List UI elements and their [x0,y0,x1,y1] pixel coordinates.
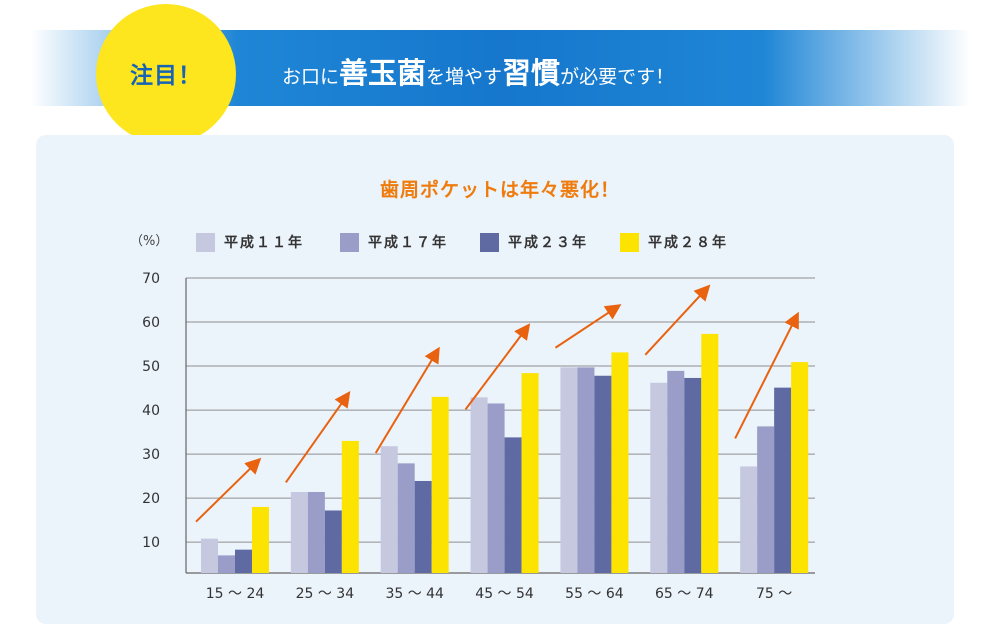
bar-平成１７年-15 ～ 24 [218,555,235,573]
legend-label: 平成１１年 [224,235,304,251]
trend-arrow [464,323,531,410]
attention-badge [96,4,236,144]
chart-title: 歯周ポケットは年々悪化！ [379,179,620,201]
bar-平成１７年-35 ～ 44 [397,463,415,573]
headline-text: お口に 善玉菌 を増やす 習慣 が必要です！ [282,50,674,94]
bar-平成２８年-25 ～ 34 [341,440,359,573]
x-tick-label: 15 ～ 24 [206,586,265,602]
bar-平成１７年-25 ～ 34 [307,491,325,573]
x-tick-label: 65 ～ 74 [655,586,714,602]
chart-legend: 平成１１年 平成１７年 平成２３年 平成２８年 [0,232,1000,254]
legend-item-0: 平成１１年 [196,232,304,252]
bar-平成２３年-25 ～ 34 [324,510,342,573]
bar-平成１１年-65 ～ 74 [650,382,668,573]
x-tick-label: 45 ～ 54 [475,586,534,602]
legend-swatch [196,232,215,252]
y-tick-label: 50 [142,359,160,375]
headline-part-3: 習慣 [502,56,561,90]
bar-平成２３年-45 ～ 54 [504,437,522,573]
bar-平成２３年-15 ～ 24 [235,549,252,573]
bar-平成１１年-15 ～ 24 [201,538,218,573]
trend-arrow [285,391,351,484]
bar-平成１７年-55 ～ 64 [577,367,595,573]
legend-label: 平成１７年 [368,235,448,251]
bar-平成１７年-75 ～ [757,426,775,573]
y-tick-label: 30 [142,447,160,463]
headline-part-4: が必要です！ [560,66,675,88]
headline-part-0: お口に [282,66,340,88]
bar-平成１１年-35 ～ 44 [380,446,398,573]
legend-item-3: 平成２８年 [620,232,728,252]
bar-平成２８年-55 ～ 64 [611,352,629,573]
trend-arrow [195,457,262,523]
trend-arrow [644,284,711,356]
bar-平成２３年-75 ～ [774,387,792,573]
trend-arrow [374,346,440,454]
bar-平成２３年-55 ～ 64 [594,375,612,573]
y-tick-label: 60 [142,315,160,331]
y-tick-label: 10 [142,535,160,551]
y-axis-unit: （%） [130,234,169,249]
legend-item-1: 平成１７年 [340,232,448,252]
bar-平成１１年-45 ～ 54 [470,397,488,573]
x-tick-label: 55 ～ 64 [565,586,624,602]
y-tick-label: 70 [142,271,160,287]
legend-label: 平成２３年 [508,235,588,251]
bar-平成１１年-55 ～ 64 [560,367,578,573]
headline-part-1: 善玉菌 [339,56,427,90]
x-tick-label: 75 ～ [756,586,792,602]
legend-item-2: 平成２３年 [480,232,588,252]
legend-swatch [480,232,499,252]
legend-swatch [340,232,359,252]
bar-平成２８年-35 ～ 44 [431,396,449,573]
attention-badge-label: 注目！ [130,63,202,89]
bar-平成２８年-45 ～ 54 [521,373,539,573]
trend-arrow [734,311,799,439]
y-tick-label: 20 [142,491,160,507]
x-tick-label: 25 ～ 34 [296,586,355,602]
bar-平成２８年-75 ～ [791,362,809,573]
bar-平成２８年-65 ～ 74 [701,333,719,573]
bar-平成２３年-35 ～ 44 [414,480,432,573]
bar-平成１７年-45 ～ 54 [487,403,505,573]
bar-平成１７年-65 ～ 74 [667,370,685,573]
bar-平成１１年-25 ～ 34 [290,491,308,573]
legend-label: 平成２８年 [648,235,728,251]
x-tick-label: 35 ～ 44 [385,586,444,602]
bar-平成２８年-15 ～ 24 [252,506,269,573]
bar-平成２３年-65 ～ 74 [684,377,702,573]
y-tick-label: 40 [142,403,160,419]
legend-swatch [620,232,639,252]
headline-part-2: を増やす [426,66,503,88]
bar-平成１１年-75 ～ [740,466,758,573]
trend-arrow [554,304,622,349]
